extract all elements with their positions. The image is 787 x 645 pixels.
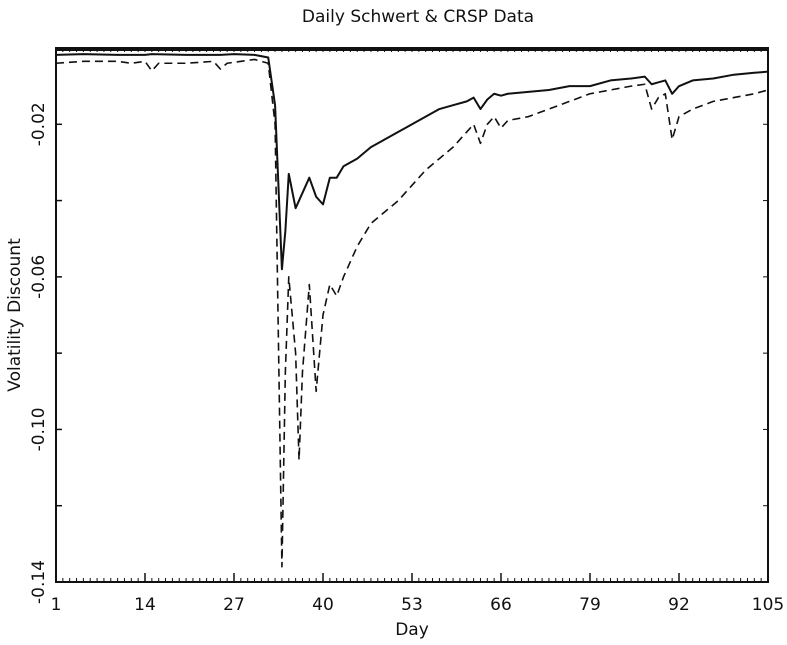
x-tick-label: 1 (51, 595, 62, 615)
x-tick-label: 53 (401, 595, 423, 615)
series-line-solid (55, 53, 769, 271)
y-tick-label: -0.10 (29, 407, 49, 451)
y-tick-label: -0.06 (29, 255, 49, 299)
plot-area (55, 47, 769, 583)
series-layer (55, 53, 769, 568)
y-tick-label: -0.14 (29, 560, 49, 604)
y-axis-ticks: -0.14 -0.10 -0.06 -0.02 (29, 47, 62, 604)
x-tick-label: 14 (134, 595, 156, 615)
x-tick-label: 40 (312, 595, 334, 615)
plot-frame (55, 47, 769, 583)
x-axis-label: Day (395, 620, 429, 640)
y-axis-label: Volatility Discount (5, 238, 25, 392)
minor-ticks (55, 47, 769, 583)
y-tick-label: -0.02 (29, 102, 49, 146)
x-axis-ticks: 1 14 27 40 53 66 79 92 105 (51, 573, 784, 615)
x-tick-label: 27 (223, 595, 245, 615)
x-tick-label: 66 (490, 595, 512, 615)
x-tick-label: 79 (579, 595, 601, 615)
x-tick-label: 92 (668, 595, 690, 615)
chart-title: Daily Schwert & CRSP Data (302, 7, 534, 27)
series-line-dashed (55, 58, 769, 568)
x-tick-label: 105 (752, 595, 784, 615)
